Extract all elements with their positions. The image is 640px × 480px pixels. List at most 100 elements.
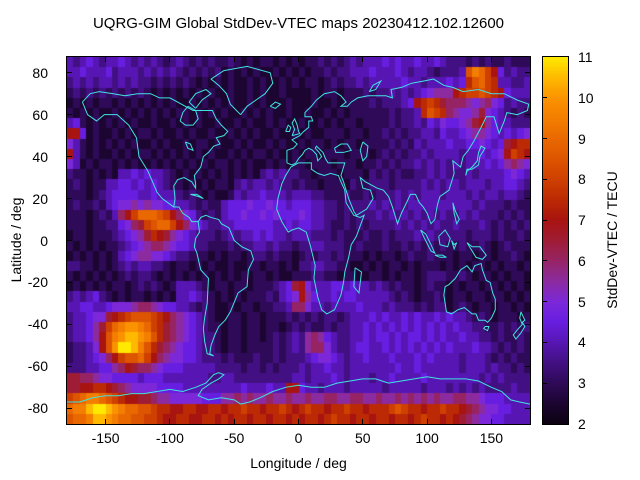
coastline-path (444, 264, 495, 323)
x-tick-mark (490, 419, 492, 424)
coastline-path (180, 106, 198, 125)
y-tick-mark (67, 365, 72, 367)
coastline-path (467, 243, 486, 260)
coastline-path (82, 102, 198, 222)
y-tick-mark (67, 240, 72, 241)
chart-title: UQRG-GIM Global StdDev-VTEC maps 2023041… (92, 15, 505, 32)
y-tick-mark (67, 72, 72, 74)
x-tick-label: 150 (479, 430, 504, 446)
x-tick-mark (426, 419, 428, 424)
colorbar-tick-mark (543, 260, 547, 262)
colorbar-tick-mark (543, 97, 547, 99)
x-tick-label: -50 (224, 430, 245, 446)
coastline-path (452, 241, 457, 249)
coastline-path (292, 119, 300, 136)
y-tick-mark (67, 114, 72, 116)
colorbar-tick-label: 5 (578, 293, 586, 310)
coastline-path (286, 125, 291, 131)
x-tick-mark (105, 57, 107, 62)
x-tick-mark (426, 57, 428, 62)
colorbar-tick-label: 8 (578, 171, 586, 188)
y-tick-mark (525, 240, 530, 241)
x-tick-mark (490, 57, 492, 62)
colorbar-gradient-canvas (543, 57, 568, 424)
x-tick-mark (233, 57, 235, 62)
y-tick-label: -80 (27, 400, 48, 417)
x-tick-mark (298, 57, 299, 62)
x-tick-mark (362, 419, 364, 424)
coastline-path (287, 79, 529, 224)
colorbar-tick-mark (543, 301, 547, 303)
y-tick-mark (525, 323, 530, 325)
coastline-path (453, 203, 459, 224)
colorbar-tick-label: 9 (578, 130, 586, 147)
x-axis-label: Longitude / deg (250, 455, 347, 471)
x-tick-mark (233, 419, 235, 424)
coastline-path (513, 312, 525, 339)
x-tick-mark (298, 419, 299, 424)
x-tick-label: -150 (91, 430, 120, 446)
y-tick-mark (525, 114, 530, 116)
coastline-path (277, 163, 364, 314)
colorbar (542, 56, 569, 425)
coastlines-overlay (67, 57, 530, 424)
coastline-path (82, 92, 227, 207)
y-tick-label: -60 (27, 358, 48, 375)
colorbar-tick-label: 11 (578, 49, 593, 65)
coastline-path (190, 194, 203, 198)
y-tick-mark (525, 365, 530, 367)
coastline-path (369, 81, 381, 91)
coastline-path (360, 142, 368, 161)
y-tick-label: -20 (27, 274, 48, 291)
x-tick-mark (362, 57, 364, 62)
colorbar-tick-label: 6 (578, 252, 586, 269)
colorbar-tick-mark (543, 138, 547, 140)
colorbar-tick-label: 2 (578, 416, 586, 432)
x-tick-label: 0 (294, 430, 303, 446)
y-tick-mark (67, 156, 72, 158)
y-tick-mark (67, 281, 72, 283)
y-tick-label: 80 (32, 64, 48, 81)
x-tick-mark (169, 57, 171, 62)
x-tick-label: 50 (355, 430, 371, 446)
colorbar-tick-mark (543, 178, 547, 180)
x-tick-mark (169, 419, 171, 424)
colorbar-tick-label: 3 (578, 375, 586, 392)
coastline-path (67, 373, 530, 404)
y-tick-mark (525, 156, 530, 158)
y-tick-label: 20 (32, 190, 48, 207)
x-tick-mark (105, 419, 107, 424)
coastline-path (421, 230, 435, 253)
coastline-path (194, 215, 253, 356)
x-tick-label: -100 (155, 430, 184, 446)
coastline-path (185, 142, 193, 150)
colorbar-tick-label: 10 (578, 89, 594, 106)
y-tick-mark (67, 323, 72, 325)
y-tick-mark (67, 407, 72, 409)
colorbar-tick-mark (543, 382, 547, 384)
coastline-path (335, 144, 352, 152)
y-tick-mark (67, 198, 72, 200)
y-tick-label: 60 (32, 106, 48, 123)
coastline-path (435, 255, 447, 257)
coastline-path (439, 230, 451, 247)
coastline-path (484, 326, 489, 330)
coastline-path (354, 268, 362, 293)
colorbar-tick-mark (543, 341, 547, 343)
y-tick-mark (525, 407, 530, 409)
coastline-path (189, 90, 211, 109)
y-tick-label: -40 (27, 316, 48, 333)
colorbar-tick-label: 4 (578, 334, 586, 351)
coastline-path (270, 102, 280, 108)
colorbar-tick-mark (543, 219, 547, 221)
y-tick-mark (525, 72, 530, 74)
coastline-path (211, 66, 273, 114)
y-tick-mark (525, 198, 530, 200)
vtec-heatmap-canvas (67, 57, 530, 424)
y-tick-label: 0 (40, 232, 48, 249)
colorbar-axis-label: StdDev-VTEC / TECU (604, 171, 620, 309)
y-tick-mark (525, 281, 530, 283)
y-tick-label: 40 (32, 148, 48, 165)
colorbar-tick-label: 7 (578, 212, 586, 229)
